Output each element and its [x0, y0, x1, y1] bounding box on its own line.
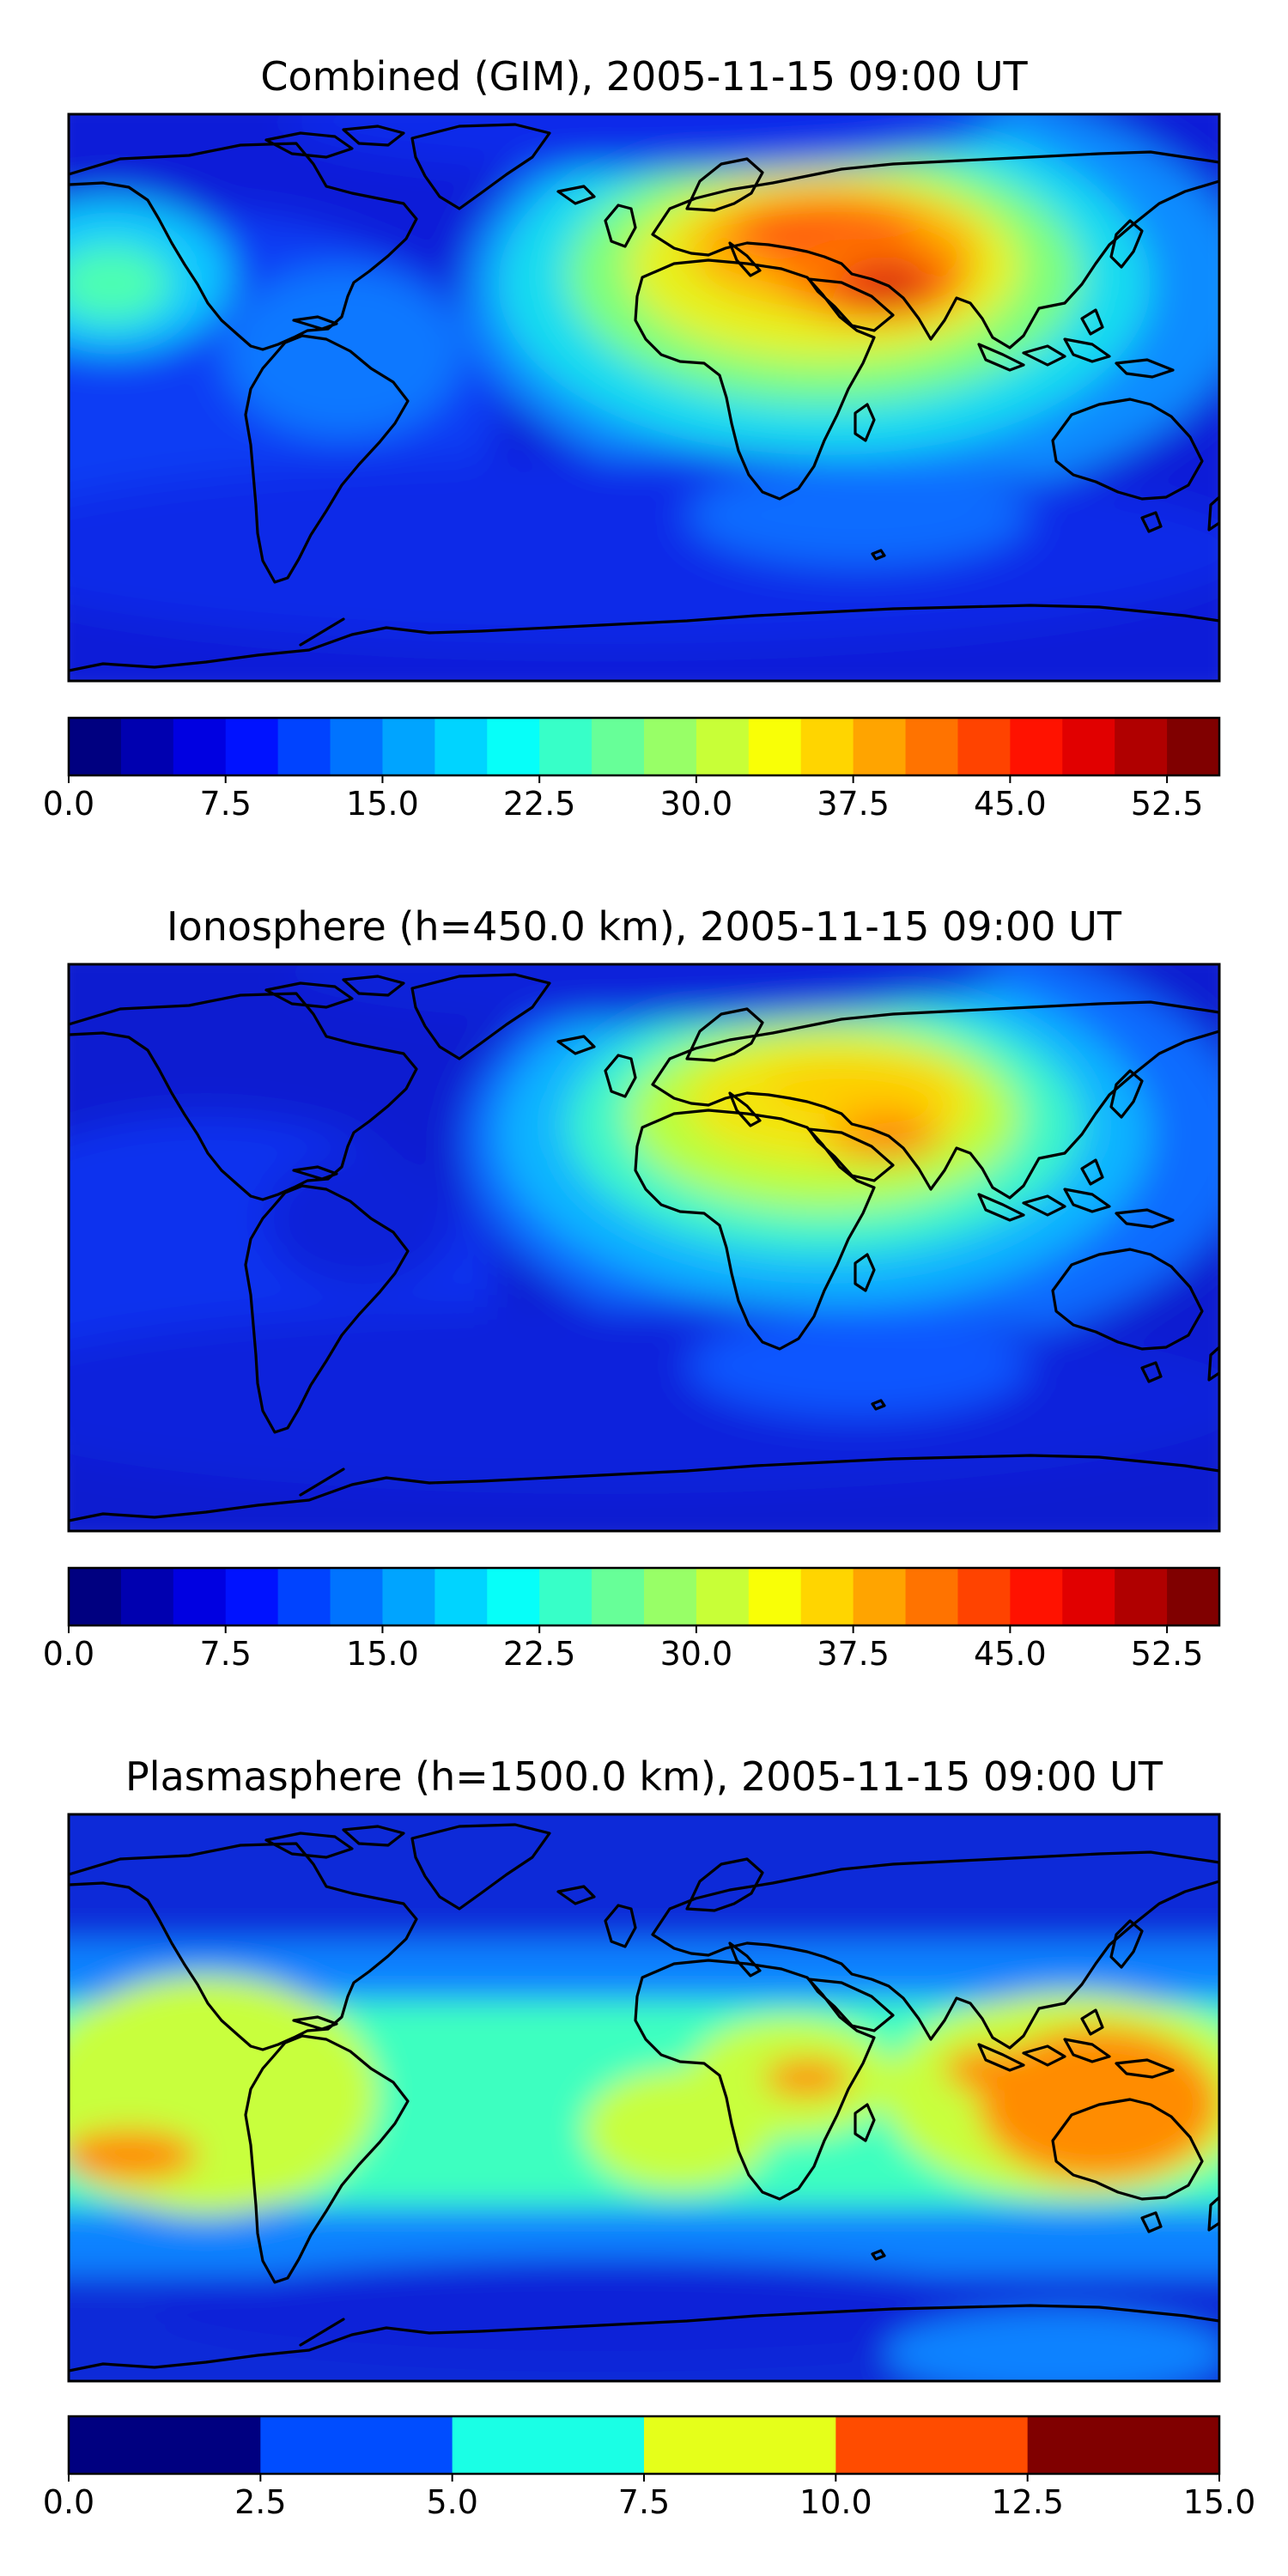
plasma-field [69, 1814, 1219, 2381]
colorbar-tick-label: 2.5 [234, 2483, 286, 2521]
colorbar-swatch [539, 1568, 592, 1625]
colorbar-swatch [800, 718, 854, 775]
colorbar-swatch [644, 2416, 836, 2474]
colorbar-swatch [277, 1568, 331, 1625]
colorbar-swatch [644, 1568, 697, 1625]
colorbar-swatch [853, 1568, 907, 1625]
map-area [69, 114, 1219, 681]
colorbar-tick-label: 12.5 [991, 2483, 1064, 2521]
colorbar-tick-label: 0.0 [43, 785, 94, 823]
map-frame [67, 112, 1221, 683]
colorbar-tick-label: 52.5 [1131, 785, 1204, 823]
colorbar-swatch [225, 718, 279, 775]
panel-combined: Combined (GIM), 2005-11-15 09:00 UT [43, 53, 1221, 823]
colorbar-tick-label: 22.5 [503, 1635, 576, 1673]
tec-field [69, 114, 1219, 681]
colorbar-swatch [120, 1568, 174, 1625]
colorbar-swatch [696, 1568, 750, 1625]
colorbar-tick-label: 10.0 [799, 2483, 872, 2521]
colorbar-tick-label: 30.0 [660, 1635, 733, 1673]
colorbar-swatch [120, 718, 174, 775]
map-frame [67, 1813, 1221, 2383]
panel-plasmasphere: Plasmasphere (h=1500.0 km), 2005-11-15 0… [43, 1753, 1256, 2521]
map-area [69, 1814, 1219, 2381]
colorbar-tick-label: 0.0 [43, 1635, 94, 1673]
colorbar-swatch [748, 1568, 802, 1625]
panel-title: Ionosphere (h=450.0 km), 2005-11-15 09:0… [167, 903, 1122, 950]
colorbar-swatch [835, 2416, 1029, 2474]
colorbar-tick-label: 7.5 [200, 785, 252, 823]
colorbar-swatch [487, 1568, 540, 1625]
colorbar-tick-label: 52.5 [1131, 1635, 1204, 1673]
colorbar-swatch [539, 718, 592, 775]
colorbar-tick-label: 15.0 [346, 785, 419, 823]
colorbar-swatch [487, 718, 540, 775]
colorbar-tick-label: 7.5 [200, 1635, 252, 1673]
panel-ionosphere: Ionosphere (h=450.0 km), 2005-11-15 09:0… [43, 903, 1221, 1673]
colorbar-swatch [1167, 718, 1220, 775]
colorbar-tick-label: 7.5 [618, 2483, 670, 2521]
colorbar-swatch [69, 2416, 261, 2474]
colorbar-tick-label: 22.5 [503, 785, 576, 823]
colorbar-tick-label: 37.5 [817, 785, 890, 823]
colorbar-swatch [905, 1568, 959, 1625]
colorbar-tick-label: 15.0 [346, 1635, 419, 1673]
colorbar-swatch [800, 1568, 854, 1625]
colorbar-tick-label: 15.0 [1183, 2483, 1256, 2521]
colorbar-swatch [905, 718, 959, 775]
colorbar-swatch [69, 1568, 122, 1625]
colorbar-swatch [260, 2416, 453, 2474]
colorbar-swatch [382, 718, 435, 775]
colorbar-swatch [1062, 718, 1115, 775]
colorbar-swatch [853, 718, 907, 775]
tec-field [69, 964, 1219, 1531]
colorbar-swatch [330, 1568, 384, 1625]
colorbar-swatch [1062, 1568, 1115, 1625]
colorbar: 0.0 2.5 5.0 7.5 10.0 12.5 15.0 [43, 2415, 1256, 2521]
colorbar-swatch [1010, 1568, 1063, 1625]
colorbar-swatch [434, 718, 488, 775]
colorbar-swatch [1167, 1568, 1220, 1625]
colorbar-swatch [1010, 718, 1063, 775]
colorbar-swatch [277, 718, 331, 775]
colorbar-swatch [452, 2416, 645, 2474]
colorbar-swatch [330, 718, 384, 775]
panel-title: Plasmasphere (h=1500.0 km), 2005-11-15 0… [125, 1753, 1163, 1800]
colorbar-swatch [644, 718, 697, 775]
colorbar-swatch [173, 1568, 227, 1625]
map-frame [67, 963, 1221, 1533]
colorbar-swatch [1115, 718, 1168, 775]
colorbar-tick-label: 5.0 [426, 2483, 477, 2521]
colorbar-swatch [225, 1568, 279, 1625]
colorbar-tick-label: 37.5 [817, 1635, 890, 1673]
colorbar-tick-label: 45.0 [974, 1635, 1047, 1673]
colorbar-swatch [1115, 1568, 1168, 1625]
panel-title: Combined (GIM), 2005-11-15 09:00 UT [260, 53, 1028, 100]
colorbar-swatch [696, 718, 750, 775]
colorbar: 0.0 7.5 15.0 22.5 30.0 37.5 45.0 52.5 [43, 716, 1221, 823]
colorbar-swatch [434, 1568, 488, 1625]
colorbar-swatch [382, 1568, 435, 1625]
colorbar: 0.0 7.5 15.0 22.5 30.0 37.5 45.0 52.5 [43, 1566, 1221, 1673]
colorbar-swatch [592, 1568, 645, 1625]
colorbar-swatch [748, 718, 802, 775]
colorbar-swatch [592, 718, 645, 775]
colorbar-tick-label: 0.0 [43, 2483, 94, 2521]
map-area [69, 964, 1219, 1531]
colorbar-swatch [173, 718, 227, 775]
colorbar-tick-label: 30.0 [660, 785, 733, 823]
colorbar-swatch [1027, 2416, 1220, 2474]
colorbar-swatch [957, 718, 1011, 775]
colorbar-swatch [957, 1568, 1011, 1625]
colorbar-tick-label: 45.0 [974, 785, 1047, 823]
colorbar-swatch [69, 718, 122, 775]
